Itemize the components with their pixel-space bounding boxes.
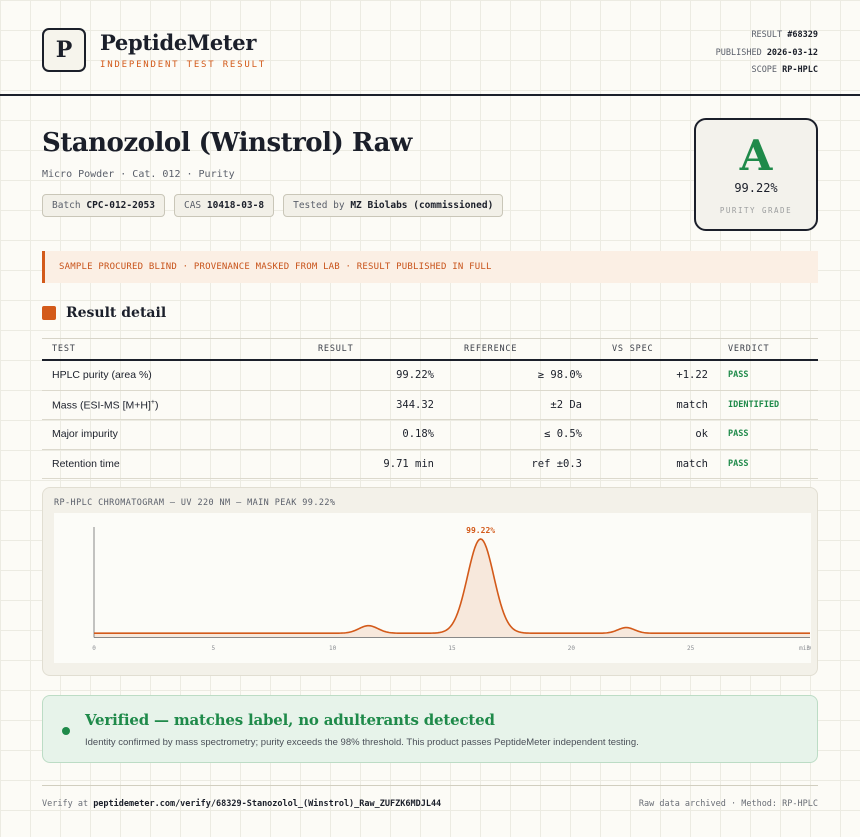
table-header-row: TEST RESULT REFERENCE VS SPEC VERDICT <box>42 338 818 361</box>
verdict-badge: PASS <box>718 419 818 450</box>
x-tick-label: 20 <box>568 645 576 652</box>
x-tick-label: 30 <box>806 645 811 652</box>
result-meta: RESULT #68329 PUBLISHED 2026-03-12 SCOPE… <box>716 27 818 80</box>
test-vs-spec: match <box>592 449 718 479</box>
published-date: 2026-03-12 <box>766 47 818 58</box>
test-vs-spec: ok <box>592 419 718 450</box>
header-reference: REFERENCE <box>444 338 592 361</box>
scope-label: SCOPE <box>751 65 778 75</box>
test-reference: ≤ 0.5% <box>444 419 592 450</box>
test-result: 0.18% <box>286 419 444 450</box>
brand-name: PeptideMeter <box>100 30 257 55</box>
product-title: Stanozolol (Winstrol) Raw <box>42 128 412 158</box>
chromatogram-line <box>94 538 810 635</box>
test-name-end: ) <box>154 399 159 411</box>
verified-banner: Verified — matches label, no adulterants… <box>42 695 818 763</box>
chromatogram-panel: RP-HPLC CHROMATOGRAM — UV 220 NM — MAIN … <box>42 487 818 676</box>
chromatogram-svg: 99.22% 0 5 10 15 20 25 30min <box>92 526 814 652</box>
verified-description: Identity confirmed by mass spectrometry;… <box>85 737 639 748</box>
product-chips: Batch CPC-012-2053 CAS 10418-03-8 Tested… <box>42 194 504 217</box>
logo-icon: P <box>42 28 86 72</box>
header-verdict: VERDICT <box>718 338 818 361</box>
verify-link[interactable]: peptidemeter.com/verify/68329-Stanozolol… <box>93 799 442 809</box>
x-tick-label: 0 <box>92 645 96 652</box>
chip-value: MZ Biolabs (commissioned) <box>350 200 494 211</box>
cas-chip: CAS 10418-03-8 <box>173 194 275 217</box>
peak-area <box>94 539 810 637</box>
x-unit-label: min <box>799 645 810 652</box>
test-result: 344.32 <box>286 390 444 420</box>
table-row: HPLC purity (area %) 99.22% ≥ 98.0% +1.2… <box>42 360 818 391</box>
test-name: HPLC purity (area %) <box>42 360 286 391</box>
verdict-badge: PASS <box>718 449 818 479</box>
tested-by-chip: Tested by MZ Biolabs (commissioned) <box>283 194 504 217</box>
result-label: RESULT <box>751 30 783 40</box>
verdict-badge: IDENTIFIED <box>718 390 818 420</box>
test-reference: ref ±0.3 <box>444 449 592 479</box>
test-name: Mass (ESI-MS [M+H]+) <box>42 390 286 420</box>
grade-letter: A <box>739 131 773 180</box>
main-peak-label: 99.22% <box>466 526 495 535</box>
test-vs-spec: match <box>592 390 718 420</box>
section-title: Result detail <box>66 305 167 321</box>
chip-value: CPC-012-2053 <box>86 200 155 211</box>
table-row: Mass (ESI-MS [M+H]+) 344.32 ±2 Da match … <box>42 390 818 420</box>
chip-label: Batch <box>52 200 81 211</box>
verify-line: Verify at peptidemeter.com/verify/68329-… <box>42 799 441 809</box>
test-reference: ≥ 98.0% <box>444 360 592 391</box>
chip-value: 10418-03-8 <box>206 200 265 211</box>
x-tick-label: 15 <box>448 645 456 652</box>
test-vs-spec: +1.22 <box>592 360 718 391</box>
result-detail-header: Result detail <box>42 305 166 321</box>
verified-dot-icon <box>62 727 70 735</box>
test-name: Retention time <box>42 449 286 479</box>
x-tick-label: 5 <box>212 645 216 652</box>
test-name: Major impurity <box>42 419 286 450</box>
table-row: Retention time 9.71 min ref ±0.3 match P… <box>42 449 818 479</box>
grade-label: PURITY GRADE <box>719 206 793 215</box>
table-row: Major impurity 0.18% ≤ 0.5% ok PASS <box>42 419 818 450</box>
test-name-text: Mass (ESI-MS [M+H] <box>52 399 151 411</box>
verdict-badge: PASS <box>718 360 818 391</box>
published-label: PUBLISHED <box>715 47 762 58</box>
results-table: TEST RESULT REFERENCE VS SPEC VERDICT HP… <box>42 338 818 479</box>
test-result: 99.22% <box>286 360 444 391</box>
chip-label: CAS <box>183 200 202 211</box>
brand-tagline: INDEPENDENT TEST RESULT <box>100 60 267 70</box>
brand: P PeptideMeter INDEPENDENT TEST RESULT <box>42 28 266 72</box>
x-tick-label: 25 <box>687 645 695 652</box>
test-reference: ±2 Da <box>444 390 592 420</box>
verified-title: Verified — matches label, no adulterants… <box>85 711 495 729</box>
header-test: TEST <box>42 338 286 361</box>
scope-value: RP-HPLC <box>782 65 818 75</box>
procurement-notice: SAMPLE PROCURED BLIND · PROVENANCE MASKE… <box>42 251 818 283</box>
batch-chip: Batch CPC-012-2053 <box>42 194 165 217</box>
chromatogram-title: RP-HPLC CHROMATOGRAM — UV 220 NM — MAIN … <box>54 498 336 508</box>
result-number: #68329 <box>787 30 818 40</box>
test-name-superscript: + <box>150 398 155 406</box>
method-note: Raw data archived · Method: RP-HPLC <box>638 799 818 809</box>
chip-label: Tested by <box>293 200 345 211</box>
product-subtitle: Micro Powder · Cat. 012 · Purity <box>42 169 235 180</box>
x-tick-label: 10 <box>329 645 337 652</box>
footer-divider <box>42 785 818 786</box>
grade-value: 99.22% <box>734 181 778 195</box>
verify-prefix: Verify at <box>42 799 89 809</box>
chromatogram-plot: 99.22% 0 5 10 15 20 25 30min <box>54 513 814 663</box>
test-result: 9.71 min <box>286 449 444 479</box>
purity-grade-card: A 99.22% PURITY GRADE <box>694 118 818 231</box>
header-divider <box>0 94 860 96</box>
section-marker-icon <box>42 306 56 320</box>
header-vs-spec: VS SPEC <box>592 338 718 361</box>
header-result: RESULT <box>286 338 444 361</box>
